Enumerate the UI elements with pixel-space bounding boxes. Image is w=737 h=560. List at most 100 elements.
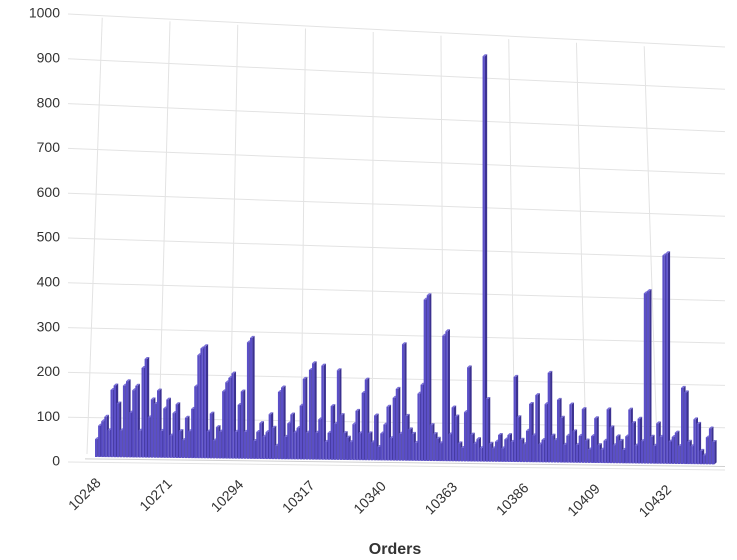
bar-top — [457, 441, 463, 444]
bar — [231, 373, 234, 459]
x-tick-label: 10363 — [421, 479, 460, 518]
bar — [339, 415, 343, 460]
bar-side — [667, 251, 671, 464]
bar — [299, 405, 303, 460]
y-tick-label: 300 — [37, 318, 61, 334]
bar — [656, 423, 659, 464]
bar — [519, 439, 523, 463]
x-grid-line — [86, 17, 103, 455]
bar — [305, 432, 309, 460]
bar — [467, 367, 470, 462]
bar — [631, 423, 634, 464]
bar-top — [203, 344, 209, 347]
bar — [361, 392, 365, 461]
bar-top — [240, 389, 246, 392]
bar — [141, 367, 144, 458]
bar-top — [550, 433, 556, 436]
bar — [312, 363, 315, 460]
bar-top — [569, 402, 574, 405]
bar-top — [135, 383, 140, 386]
bar — [262, 436, 265, 460]
bar-top — [346, 435, 351, 438]
bar — [253, 440, 256, 459]
bar-top — [581, 407, 587, 410]
bar — [212, 440, 216, 459]
bar-top — [556, 397, 562, 400]
bar-top — [250, 335, 255, 338]
bar-top — [429, 423, 435, 426]
bar-side — [323, 363, 326, 460]
bar — [209, 413, 213, 459]
bar — [687, 441, 690, 465]
grid-line — [67, 327, 726, 344]
bar — [228, 377, 231, 459]
bar — [504, 439, 507, 462]
bar — [485, 398, 489, 462]
bar — [411, 433, 414, 461]
bar — [591, 436, 594, 463]
bar-top — [355, 408, 361, 411]
bar — [442, 335, 445, 462]
bar — [302, 378, 306, 460]
y-tick-label: 1000 — [29, 5, 60, 21]
bar — [566, 435, 569, 463]
bar — [153, 403, 157, 458]
x-tick-label: 10294 — [208, 476, 247, 515]
bar — [308, 369, 312, 460]
bar — [699, 450, 702, 465]
bar — [219, 431, 222, 459]
bar-top — [696, 421, 702, 424]
bar-top — [312, 361, 317, 364]
bar — [163, 408, 166, 458]
bar — [600, 449, 603, 464]
bar — [274, 445, 278, 460]
bar — [160, 430, 163, 458]
bar — [460, 447, 464, 462]
bar — [436, 438, 439, 462]
bar — [606, 409, 609, 464]
bar — [287, 423, 290, 460]
bar-top — [290, 412, 295, 415]
grid-line — [67, 58, 726, 90]
bar — [473, 443, 476, 462]
bar-top — [166, 397, 171, 400]
x-tick-label: 10248 — [65, 474, 104, 513]
bar-top — [126, 379, 131, 382]
bar — [346, 437, 349, 461]
bar-top — [708, 426, 714, 429]
bar-top — [144, 357, 150, 360]
bar — [135, 385, 138, 458]
bar-top — [712, 440, 717, 443]
bar — [510, 441, 513, 462]
bar-top — [680, 385, 686, 388]
x-grid-line — [643, 46, 658, 461]
bar — [556, 399, 560, 463]
bar — [200, 348, 203, 459]
bar — [333, 424, 337, 460]
x-tick-label: 10409 — [564, 480, 603, 519]
bar-top — [665, 251, 671, 254]
bar — [318, 419, 321, 460]
bar — [113, 385, 117, 458]
bar — [364, 379, 368, 461]
bar — [578, 435, 582, 463]
bar-top — [646, 289, 652, 292]
bar — [401, 344, 405, 461]
bar-top — [684, 390, 689, 393]
bar-side — [714, 440, 717, 465]
bar-top — [631, 421, 636, 424]
bar — [95, 439, 98, 457]
bar — [194, 386, 197, 459]
bar — [277, 391, 281, 460]
bar-top — [687, 439, 692, 442]
bar — [321, 365, 324, 460]
bar — [150, 399, 154, 458]
bar-top — [405, 413, 410, 416]
bar-top — [470, 432, 475, 435]
bar-top — [609, 425, 615, 428]
bar-top — [321, 363, 326, 366]
bar-top — [498, 432, 503, 435]
bar-top — [594, 416, 599, 419]
bar — [612, 445, 616, 464]
